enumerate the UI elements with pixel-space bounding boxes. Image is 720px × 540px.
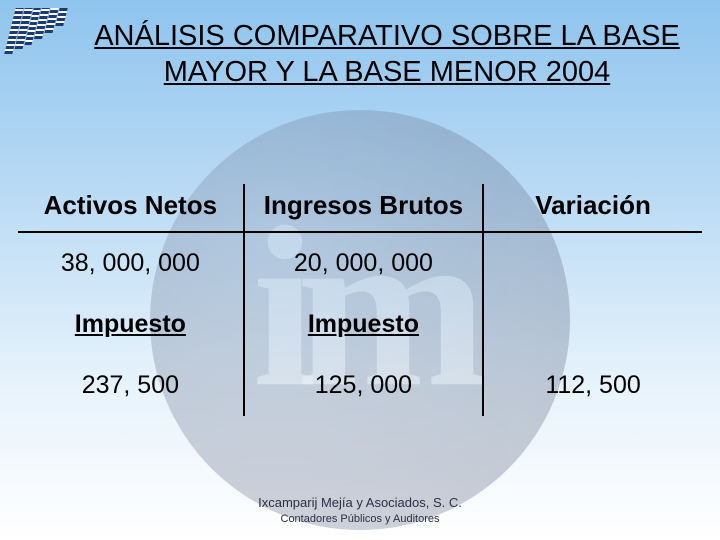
cell: 112, 500: [483, 355, 702, 416]
cell: [483, 294, 702, 355]
table-header-row: Activos Netos Ingresos Brutos Variación: [18, 184, 702, 232]
cell-subheader: Impuesto: [244, 294, 483, 355]
table-row: Impuesto Impuesto: [18, 294, 702, 355]
col-header-activos: Activos Netos: [18, 184, 244, 232]
company-stripe-logo-icon: [4, 8, 67, 54]
footer-tagline: Contadores Públicos y Auditores: [0, 512, 720, 526]
table-row: 38, 000, 000 20, 000, 000: [18, 232, 702, 294]
col-header-variacion: Variación: [483, 184, 702, 232]
footer: Ixcamparij Mejía y Asociados, S. C. Cont…: [0, 495, 720, 526]
page-title: ANÁLISIS COMPARATIVO SOBRE LA BASE MAYOR…: [74, 18, 700, 91]
comparison-table: Activos Netos Ingresos Brutos Variación …: [18, 184, 702, 416]
col-header-ingresos: Ingresos Brutos: [244, 184, 483, 232]
cell: 38, 000, 000: [18, 232, 244, 294]
cell: 237, 500: [18, 355, 244, 416]
cell: [483, 232, 702, 294]
table-row: 237, 500 125, 000 112, 500: [18, 355, 702, 416]
cell: 20, 000, 000: [244, 232, 483, 294]
cell: 125, 000: [244, 355, 483, 416]
cell-subheader: Impuesto: [18, 294, 244, 355]
slide-content: ANÁLISIS COMPARATIVO SOBRE LA BASE MAYOR…: [0, 0, 720, 540]
footer-company: Ixcamparij Mejía y Asociados, S. C.: [0, 495, 720, 512]
